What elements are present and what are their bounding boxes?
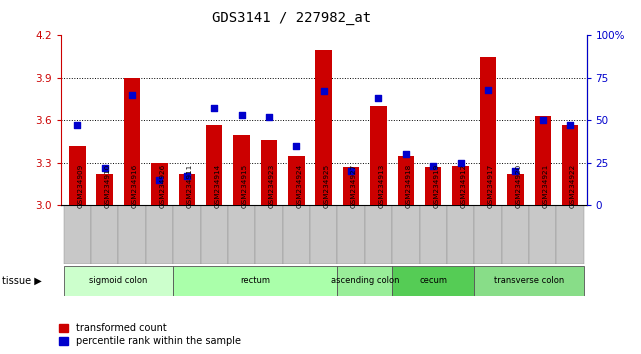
Bar: [365, 205, 392, 264]
Bar: [173, 266, 337, 296]
Text: GSM234915: GSM234915: [242, 164, 247, 208]
Bar: [146, 205, 173, 264]
Text: transverse colon: transverse colon: [494, 276, 564, 285]
Point: [456, 160, 466, 166]
Bar: [419, 205, 447, 264]
Bar: [507, 174, 524, 205]
Point: [428, 164, 438, 169]
Bar: [201, 205, 228, 264]
Bar: [337, 266, 392, 296]
Bar: [447, 205, 474, 264]
Text: GSM234921: GSM234921: [543, 164, 549, 208]
Text: tissue ▶: tissue ▶: [2, 275, 42, 286]
Bar: [261, 140, 277, 205]
Bar: [69, 146, 85, 205]
Bar: [425, 167, 442, 205]
Text: GSM234916: GSM234916: [132, 164, 138, 208]
Point: [291, 143, 301, 149]
Point: [565, 122, 575, 128]
Point: [72, 122, 83, 128]
Bar: [337, 205, 365, 264]
Bar: [397, 156, 414, 205]
Point: [538, 118, 548, 123]
Bar: [370, 106, 387, 205]
Bar: [392, 205, 419, 264]
Bar: [97, 174, 113, 205]
Bar: [63, 266, 173, 296]
Bar: [556, 205, 584, 264]
Point: [346, 169, 356, 174]
Text: GDS3141 / 227982_at: GDS3141 / 227982_at: [212, 11, 371, 25]
Point: [237, 113, 247, 118]
Text: GSM234919: GSM234919: [433, 164, 439, 208]
Bar: [310, 205, 337, 264]
Text: sigmoid colon: sigmoid colon: [89, 276, 147, 285]
Bar: [288, 156, 304, 205]
Point: [483, 87, 493, 93]
Text: ascending colon: ascending colon: [331, 276, 399, 285]
Point: [154, 177, 165, 183]
Text: GSM234925: GSM234925: [324, 164, 329, 208]
Text: GSM234927: GSM234927: [351, 164, 357, 208]
Point: [264, 114, 274, 120]
Bar: [255, 205, 283, 264]
Text: GSM234923: GSM234923: [269, 164, 275, 208]
Point: [209, 105, 219, 111]
Point: [401, 152, 411, 157]
Text: GSM234911: GSM234911: [187, 164, 193, 208]
Text: rectum: rectum: [240, 276, 271, 285]
Text: GSM234910: GSM234910: [104, 164, 111, 208]
Legend: transformed count, percentile rank within the sample: transformed count, percentile rank withi…: [60, 324, 241, 346]
Bar: [474, 205, 502, 264]
Bar: [392, 266, 474, 296]
Point: [319, 88, 329, 94]
Text: GSM234920: GSM234920: [515, 164, 521, 208]
Bar: [151, 163, 168, 205]
Bar: [63, 205, 91, 264]
Text: GSM234917: GSM234917: [488, 164, 494, 208]
Text: GSM234924: GSM234924: [296, 164, 303, 208]
Text: GSM234914: GSM234914: [214, 164, 221, 208]
Text: GSM234918: GSM234918: [406, 164, 412, 208]
Bar: [206, 125, 222, 205]
Bar: [228, 205, 255, 264]
Text: GSM234912: GSM234912: [461, 164, 467, 208]
Bar: [479, 57, 496, 205]
Bar: [119, 205, 146, 264]
Point: [127, 92, 137, 98]
Bar: [283, 205, 310, 264]
Point: [510, 169, 520, 174]
Bar: [173, 205, 201, 264]
Bar: [562, 125, 578, 205]
Point: [373, 96, 383, 101]
Bar: [529, 205, 556, 264]
Bar: [474, 266, 584, 296]
Bar: [315, 50, 332, 205]
Bar: [502, 205, 529, 264]
Text: GSM234926: GSM234926: [160, 164, 165, 208]
Bar: [91, 205, 119, 264]
Text: GSM234922: GSM234922: [570, 164, 576, 208]
Text: GSM234909: GSM234909: [78, 164, 83, 208]
Bar: [343, 167, 360, 205]
Bar: [179, 174, 195, 205]
Point: [181, 173, 192, 179]
Text: GSM234913: GSM234913: [378, 164, 385, 208]
Point: [99, 165, 110, 171]
Bar: [453, 166, 469, 205]
Bar: [535, 116, 551, 205]
Bar: [124, 78, 140, 205]
Text: cecum: cecum: [419, 276, 447, 285]
Bar: [233, 135, 250, 205]
